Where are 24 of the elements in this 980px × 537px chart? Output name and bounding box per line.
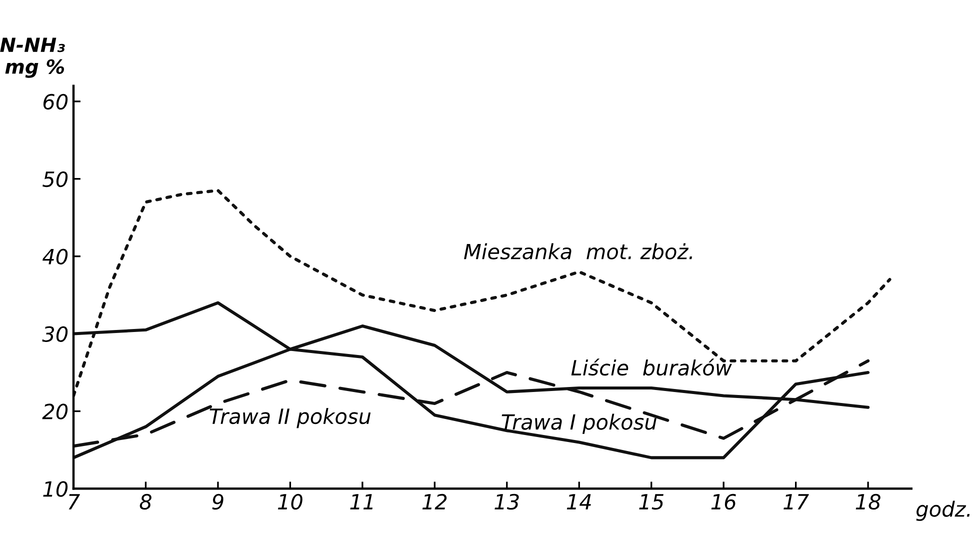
x-tick-label: 10: [278, 494, 302, 510]
y-tick-label: 50: [42, 171, 68, 188]
y-tick-label: 30: [42, 326, 68, 342]
x-tick-label: 9: [212, 494, 224, 510]
x-tick-label: 14: [566, 494, 591, 510]
y-tick-label: 40: [42, 248, 68, 265]
annotation: Liście buraków: [571, 358, 732, 376]
x-tick-label: 7: [68, 494, 80, 510]
x-tick-label: 12: [422, 494, 447, 510]
x-tick-label: 13: [494, 494, 519, 510]
x-tick-label: 18: [856, 494, 880, 510]
x-tick-label: 16: [711, 494, 736, 510]
x-tick-label: 17: [784, 494, 809, 510]
y-axis-title: N-NH₃ mg %: [0, 38, 65, 78]
x-tick-label: 11: [350, 494, 373, 510]
x-tick-label: 15: [639, 494, 664, 510]
annotation: Trawa II pokosu: [210, 408, 371, 428]
x-axis-title: godz.: [916, 500, 970, 521]
y-tick-label: 10: [43, 481, 68, 497]
y-tick-label: 20: [42, 404, 68, 420]
x-tick-label: 8: [140, 494, 152, 510]
annotation: Trawa I pokosu: [502, 414, 656, 434]
y-tick-label: 60: [43, 94, 68, 110]
annotation: Mieszanka mot. zboż.: [464, 243, 692, 260]
